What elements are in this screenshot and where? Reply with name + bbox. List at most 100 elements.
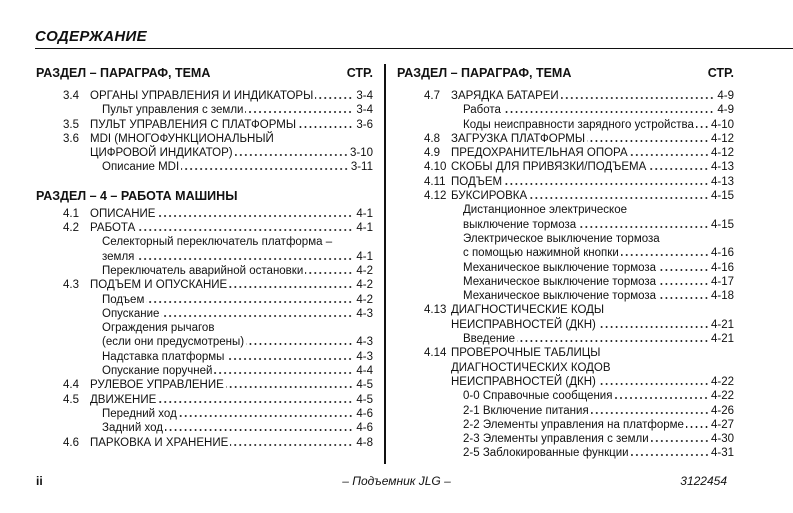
toc-entry-page[interactable]: 4-8 [356,436,373,449]
toc-entry-title[interactable]: Задний ход [102,422,163,435]
toc-entry-page[interactable]: 4-3 [356,350,373,363]
toc-entry[interactable]: Описание MDI 3-11 [36,160,373,174]
toc-entry[interactable]: 4.1 ОПИСАНИЕ 4-1 [36,207,373,221]
toc-entry-title[interactable]: Коды неисправности зарядного устройства [463,118,694,131]
toc-entry-page[interactable]: 4-27 [710,418,734,431]
toc-entry-title[interactable]: ДВИЖЕНИЕ [90,393,157,406]
toc-entry[interactable]: 4.11 ПОДЪЕМ 4-13 [397,175,734,189]
toc-entry-page[interactable]: 4-5 [356,379,373,392]
toc-entry-title[interactable]: ПАРКОВКА И ХРАНЕНИЕ [90,436,229,449]
toc-entry-title[interactable]: ПОДЪЕМ [451,175,503,188]
toc-entry-page[interactable]: 4-6 [356,422,373,435]
toc-entry[interactable]: Селекторный переключатель платформа – [36,235,373,249]
toc-entry-title[interactable]: РУЛЕВОЕ УПРАВЛЕНИЕ [90,379,224,392]
toc-entry[interactable]: ЦИФРОВОЙ ИНДИКАТОР) 3-10 [36,146,373,160]
toc-entry-page[interactable]: 4-12 [710,132,734,145]
toc-entry-page[interactable]: 4-18 [710,290,734,303]
toc-entry[interactable]: Введение 4-21 [397,332,734,346]
toc-entry-page[interactable]: 4-2 [356,264,373,277]
toc-entry-page[interactable]: 4-16 [710,247,734,260]
toc-entry-title[interactable]: 2-3 Элементы управления с земли [463,433,649,446]
toc-entry-title[interactable]: Подъем [102,293,145,306]
toc-entry[interactable]: 4.4 РУЛЕВОЕ УПРАВЛЕНИЕ 4-5 [36,378,373,392]
toc-entry-title[interactable]: Надставка платформы [102,350,225,363]
toc-entry-title[interactable]: Работа [463,104,501,117]
toc-entry[interactable]: Надставка платформы 4-3 [36,350,373,364]
toc-entry-title[interactable]: Селекторный переключатель платформа – [102,236,333,249]
toc-entry-page[interactable]: 3-4 [356,90,373,102]
toc-entry-title[interactable]: НЕИСПРАВНОСТЕЙ (ДКН) [451,318,596,331]
toc-entry-page[interactable]: 4-2 [356,293,373,306]
toc-entry[interactable]: 4.2 РАБОТА 4-1 [36,221,373,235]
toc-entry-title[interactable]: ПРЕДОХРАНИТЕЛЬНАЯ ОПОРА [451,147,628,160]
toc-entry[interactable]: Дистанционное электрическое [397,203,734,217]
toc-entry[interactable]: земля 4-1 [36,250,373,264]
toc-entry-title[interactable]: Переключатель аварийной остановки [102,264,304,277]
toc-entry[interactable]: 4.3 ПОДЪЕМ И ОПУСКАНИЕ 4-2 [36,278,373,292]
toc-entry-page[interactable]: 4-9 [717,104,734,117]
toc-entry[interactable]: Пульт управления с земли 3-4 [36,103,373,117]
toc-entry-page[interactable]: 4-5 [356,393,373,406]
toc-entry-page[interactable]: 4-17 [710,275,734,288]
toc-entry[interactable]: (если они предусмотрены) 4-3 [36,335,373,349]
toc-entry[interactable]: НЕИСПРАВНОСТЕЙ (ДКН) 4-21 [397,318,734,332]
toc-entry-title[interactable]: с помощью нажимной кнопки [463,247,619,260]
toc-entry[interactable]: 3.5 ПУЛЬТ УПРАВЛЕНИЯ С ПЛАТФОРМЫ 3-6 [36,118,373,132]
toc-entry-title[interactable]: (если они предусмотрены) [102,336,245,349]
toc-entry-title[interactable]: Механическое выключение тормоза [463,275,657,288]
toc-entry-title[interactable]: Передний ход [102,407,177,420]
toc-entry-title[interactable]: ДИАГНОСТИЧЕСКИХ КОДОВ [451,361,611,374]
toc-entry[interactable]: Механическое выключение тормоза 4-18 [397,289,734,303]
toc-entry-title[interactable]: Опускание поручней [102,365,213,378]
toc-entry[interactable]: 4.14 ПРОВЕРОЧНЫЕ ТАБЛИЦЫ [397,346,734,360]
toc-entry-page[interactable]: 4-30 [710,433,734,446]
toc-entry-page[interactable]: 4-1 [356,222,373,235]
toc-entry-page[interactable]: 4-22 [710,375,734,388]
toc-entry[interactable]: Механическое выключение тормоза 4-16 [397,261,734,275]
toc-entry[interactable]: 4.6 ПАРКОВКА И ХРАНЕНИЕ 4-8 [36,436,373,450]
toc-entry-title[interactable]: MDI (МНОГОФУНКЦИОНАЛЬНЫЙ [90,132,274,145]
toc-entry-page[interactable]: 4-1 [356,207,373,220]
toc-entry[interactable]: 2-3 Элементы управления с земли 4-30 [397,432,734,446]
toc-entry[interactable]: Опускание 4-3 [36,307,373,321]
toc-entry-title[interactable]: 0-0 Справочные сообщения [463,390,613,403]
toc-entry-title[interactable]: СКОБЫ ДЛЯ ПРИВЯЗКИ/ПОДЪЕМА [451,161,647,174]
toc-entry-page[interactable]: 4-3 [356,307,373,320]
toc-entry-title[interactable]: Механическое выключение тормоза [463,290,657,303]
toc-entry[interactable]: 2-5 Заблокированные функции 4-31 [397,446,734,460]
toc-entry-page[interactable]: 4-21 [710,333,734,346]
toc-entry-title[interactable]: выключение тормоза [463,218,577,231]
toc-entry-page[interactable]: 4-2 [356,279,373,292]
toc-entry-page[interactable]: 4-16 [710,261,734,274]
toc-entry-page[interactable]: 4-9 [717,90,734,102]
toc-entry-title[interactable]: Ограждения рычагов [102,322,215,335]
toc-entry-page[interactable]: 4-4 [356,365,373,378]
toc-entry-page[interactable]: 4-22 [710,390,734,403]
toc-entry-page[interactable]: 3-4 [356,104,373,117]
toc-entry[interactable]: 3.4 ОРГАНЫ УПРАВЛЕНИЯ И ИНДИКАТОРЫ 3-4 [36,89,373,103]
toc-entry-title[interactable]: ПРОВЕРОЧНЫЕ ТАБЛИЦЫ [451,347,601,360]
toc-entry-title[interactable]: 2-5 Заблокированные функции [463,447,629,460]
toc-entry-page[interactable]: 4-21 [710,318,734,331]
toc-entry-page[interactable]: 4-31 [710,447,734,460]
toc-entry-page[interactable]: 4-1 [356,250,373,263]
toc-entry[interactable]: Ограждения рычагов [36,321,373,335]
toc-entry-title[interactable]: БУКСИРОВКА [451,190,528,203]
toc-entry[interactable]: выключение тормоза 4-15 [397,218,734,232]
toc-entry[interactable]: НЕИСПРАВНОСТЕЙ (ДКН) 4-22 [397,375,734,389]
toc-entry[interactable]: 4.13 ДИАГНОСТИЧЕСКИЕ КОДЫ [397,303,734,317]
toc-entry[interactable]: 4.12 БУКСИРОВКА 4-15 [397,189,734,203]
toc-entry-page[interactable]: 4-6 [356,407,373,420]
toc-entry[interactable]: 2-2 Элементы управления на платформе 4-27 [397,418,734,432]
toc-entry[interactable]: с помощью нажимной кнопки 4-16 [397,246,734,260]
toc-entry-title[interactable]: РАБОТА [90,222,136,235]
toc-entry[interactable]: Передний ход 4-6 [36,407,373,421]
toc-entry[interactable]: Опускание поручней 4-4 [36,364,373,378]
toc-entry[interactable]: Подъем 4-2 [36,293,373,307]
toc-entry[interactable]: Механическое выключение тормоза 4-17 [397,275,734,289]
toc-entry[interactable]: 0-0 Справочные сообщения 4-22 [397,389,734,403]
toc-entry-title[interactable]: ОРГАНЫ УПРАВЛЕНИЯ И ИНДИКАТОРЫ [90,90,314,102]
toc-entry[interactable]: 4.10 СКОБЫ ДЛЯ ПРИВЯЗКИ/ПОДЪЕМА 4-13 [397,160,734,174]
toc-entry-title[interactable]: ЗАГРУЗКА ПЛАТФОРМЫ [451,132,586,145]
toc-entry-title[interactable]: Механическое выключение тормоза [463,261,657,274]
